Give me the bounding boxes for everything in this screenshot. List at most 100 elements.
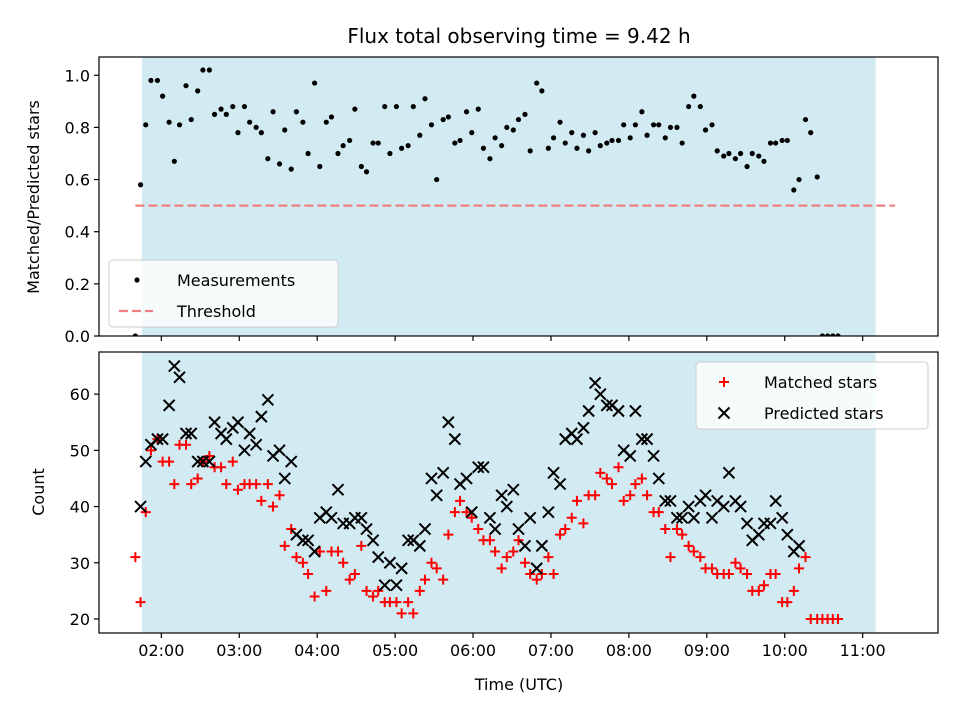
data-point [571, 495, 582, 506]
data-point [582, 404, 595, 418]
data-point [303, 568, 314, 579]
legend-marker [717, 406, 731, 420]
data-point [372, 550, 385, 564]
data-point [171, 158, 177, 164]
data-point [145, 445, 156, 456]
bottom-y-tick-label: 20 [70, 610, 90, 629]
data-point [465, 505, 478, 519]
data-point [469, 130, 475, 136]
data-point [574, 145, 580, 151]
data-point [383, 556, 397, 569]
bottom-x-tick-label: 04:00 [294, 641, 340, 660]
series-matched-stars [130, 434, 843, 624]
data-point [492, 135, 498, 141]
data-point [268, 501, 279, 512]
data-point [756, 153, 762, 159]
data-point [548, 568, 559, 579]
data-point [137, 182, 144, 188]
data-point [534, 80, 540, 86]
data-point [508, 546, 519, 557]
data-point [761, 158, 767, 164]
data-point [794, 563, 805, 574]
data-point [542, 505, 555, 519]
data-point [721, 153, 727, 159]
data-point [414, 585, 425, 596]
data-point [653, 507, 664, 518]
data-point [656, 122, 662, 128]
data-point [452, 140, 458, 146]
data-point [484, 535, 495, 546]
data-point [251, 479, 262, 490]
data-point [726, 150, 732, 157]
data-point [305, 150, 311, 157]
data-point [782, 597, 793, 608]
top-panel-ratio: Matched/Predicted stars 0.0 0.2 0.4 0.6 0.8 1… [24, 56, 939, 346]
data-point [309, 591, 320, 602]
data-point [449, 507, 460, 518]
data-point [707, 563, 718, 574]
data-point [405, 143, 411, 149]
data-point [188, 116, 194, 123]
data-point [740, 517, 754, 530]
data-point [717, 500, 730, 513]
data-point [301, 534, 315, 547]
data-point [629, 404, 642, 418]
data-point [702, 127, 709, 133]
data-point [496, 563, 507, 574]
data-point [247, 119, 253, 125]
data-point [535, 539, 549, 553]
data-point [438, 574, 449, 585]
data-point [630, 479, 641, 490]
data-point [151, 432, 164, 446]
data-point [519, 557, 530, 568]
data-point [206, 67, 212, 73]
data-point [814, 174, 820, 180]
data-point [419, 574, 430, 585]
data-point [679, 140, 685, 146]
data-point [366, 534, 380, 547]
data-point [395, 562, 408, 575]
data-point [753, 585, 764, 596]
top-y-tick-label: 0.4 [65, 223, 90, 242]
data-point [667, 124, 674, 131]
data-point [744, 163, 750, 170]
data-point [609, 137, 615, 144]
data-point [323, 119, 329, 125]
data-point [321, 585, 332, 596]
data-point [436, 466, 450, 480]
data-point [473, 524, 484, 535]
data-point [592, 130, 598, 136]
data-point [644, 132, 650, 138]
data-point [154, 77, 161, 84]
data-point [709, 122, 715, 128]
data-point [475, 106, 481, 112]
data-point [512, 522, 525, 536]
data-point [291, 552, 302, 563]
top-y-tick-label: 0.0 [65, 327, 90, 346]
data-point [328, 114, 335, 120]
data-point [525, 568, 536, 579]
data-point [518, 539, 532, 553]
data-point [504, 124, 510, 131]
data-point [830, 333, 836, 336]
data-point [410, 103, 416, 110]
data-point [352, 106, 358, 112]
figure-title: Flux total observing time = 9.42 h [347, 24, 690, 48]
bottom-x-tick-label: 03:00 [216, 641, 262, 660]
data-point [580, 132, 587, 138]
data-point [615, 137, 622, 144]
data-point [296, 534, 310, 547]
data-point [241, 103, 248, 110]
data-point [135, 597, 146, 608]
data-point [297, 557, 308, 568]
data-point [487, 156, 493, 162]
data-point [625, 490, 636, 501]
data-point [677, 529, 688, 540]
data-point [382, 103, 388, 110]
data-point [699, 489, 712, 502]
data-point [588, 376, 602, 390]
data-point [550, 135, 557, 141]
bottom-panel-ylabel: Count [29, 468, 48, 516]
legend-box [108, 259, 339, 328]
bottom-x-tick-label: 08:00 [606, 641, 652, 660]
